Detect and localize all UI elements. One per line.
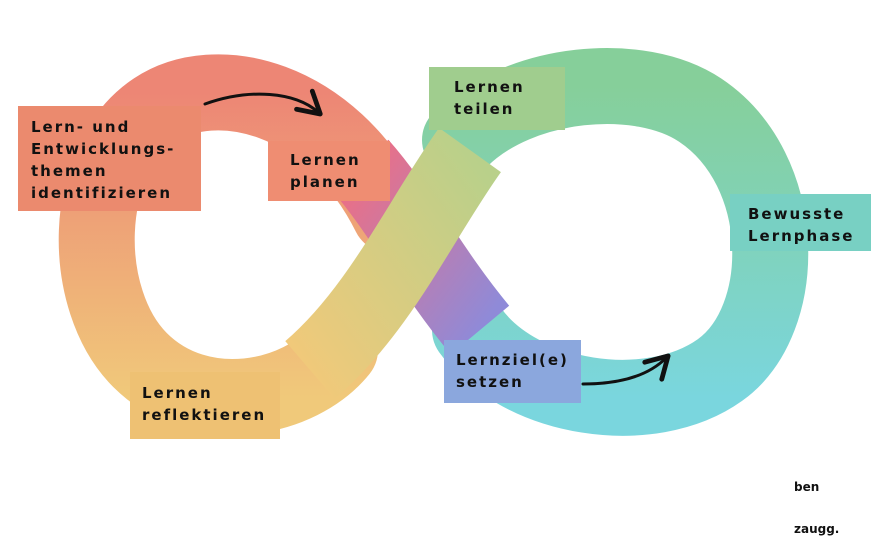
loop-cross-up [284, 127, 502, 399]
step-reflect-label: Lernen reflektieren [130, 372, 280, 439]
brand-logo: ben zaugg. [794, 466, 839, 536]
arrow-bottom-right [581, 353, 671, 386]
step-identify-label: Lern- und Entwicklungs- themen identifiz… [18, 106, 201, 211]
arrow-top-left [203, 88, 323, 117]
step-share-label: Lernen teilen [429, 67, 565, 130]
step-goal-label: Lernziel(e) setzen [444, 340, 581, 403]
brand-line1: ben [794, 480, 820, 494]
step-plan-label: Lernen planen [268, 141, 390, 201]
loop-right-arc [422, 48, 809, 436]
step-aware-label: Bewusste Lernphase [730, 194, 871, 251]
brand-line2: zaugg. [794, 522, 840, 536]
